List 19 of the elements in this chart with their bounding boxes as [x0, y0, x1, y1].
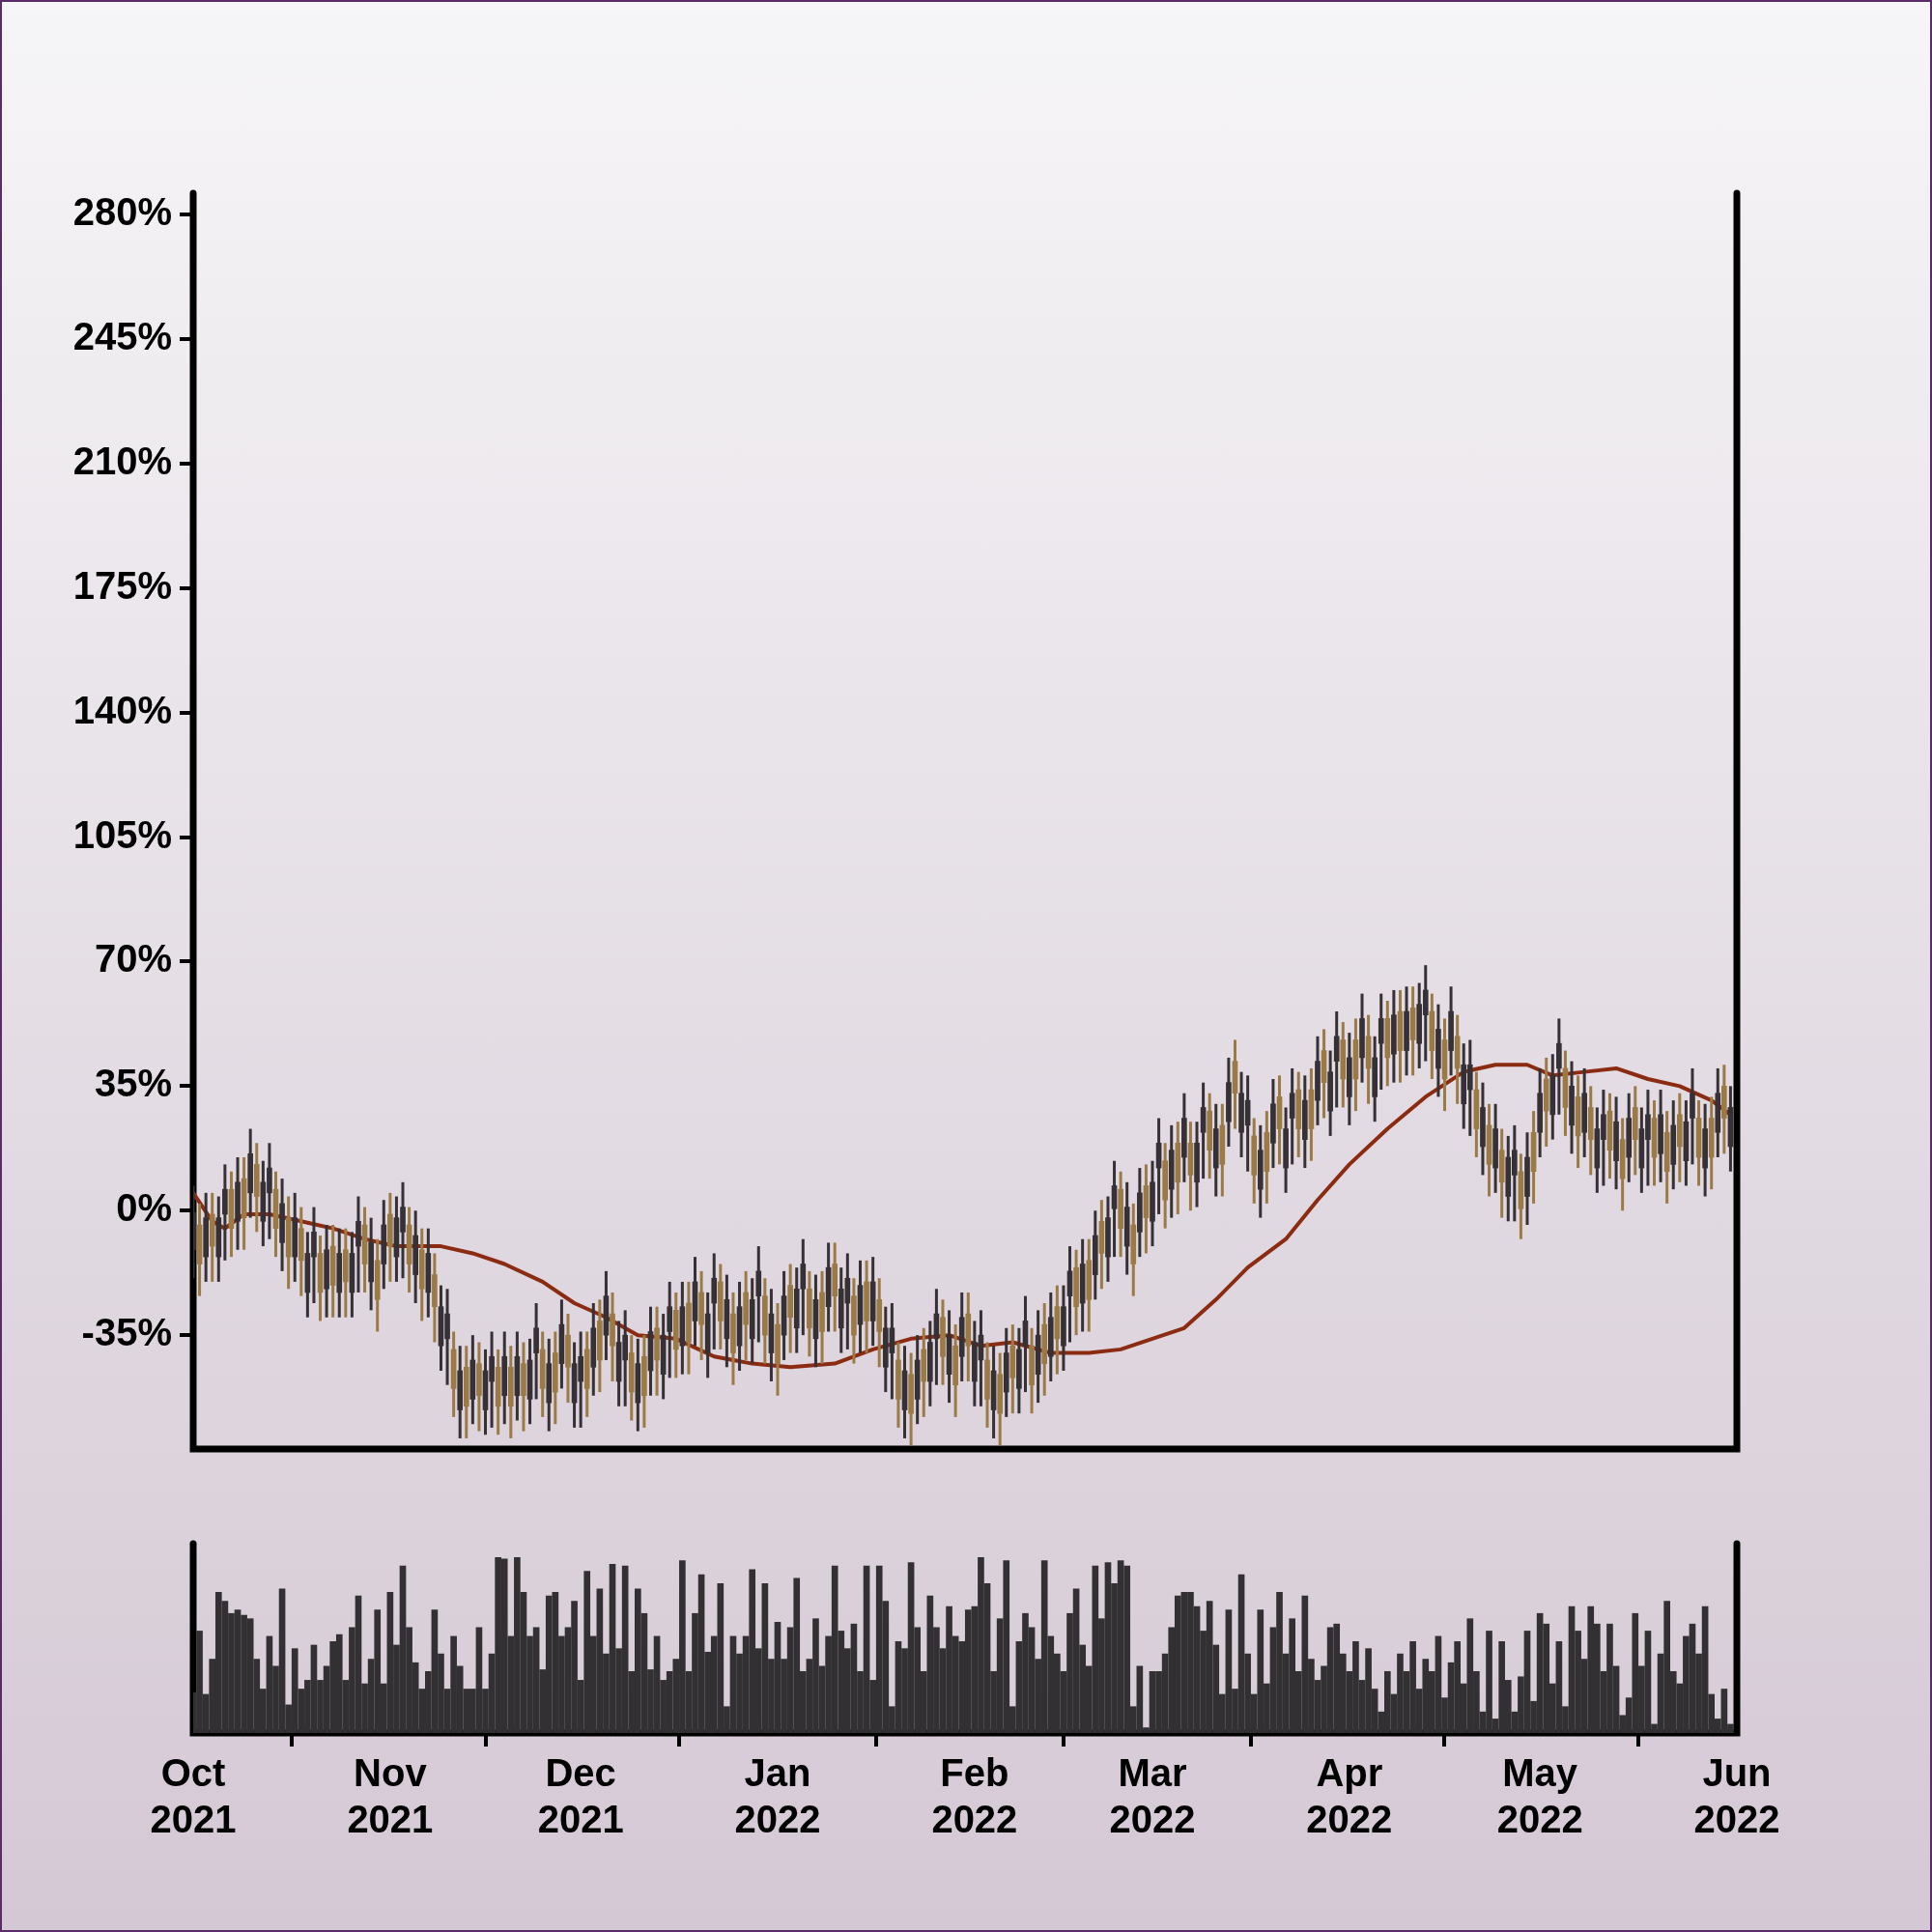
- y-tick-label: 175%: [72, 563, 172, 607]
- y-tick-label: 140%: [72, 688, 172, 731]
- y-tick-label: 35%: [94, 1062, 172, 1105]
- x-tick-label: Feb 2022: [931, 1751, 1018, 1841]
- x-tick-label: Jun 2022: [1693, 1751, 1780, 1841]
- y-tick-label: -35%: [81, 1311, 172, 1354]
- y-tick-label: 105%: [72, 812, 172, 856]
- x-tick-label: Oct 2021: [150, 1751, 237, 1841]
- y-tick-label: 210%: [72, 439, 172, 482]
- x-tick-label: Mar 2022: [1109, 1751, 1196, 1841]
- x-tick-label: May 2022: [1496, 1751, 1583, 1841]
- x-tick-label: Jan 2022: [734, 1751, 821, 1841]
- y-tick-label: 245%: [72, 315, 172, 358]
- x-tick-label: Nov 2021: [347, 1751, 434, 1841]
- x-tick-label: Apr 2022: [1306, 1751, 1393, 1841]
- y-tick-label: 0%: [116, 1186, 172, 1230]
- x-tick-label: Dec 2021: [537, 1751, 624, 1841]
- y-tick-label: 280%: [72, 190, 172, 234]
- y-tick-label: 70%: [94, 937, 172, 980]
